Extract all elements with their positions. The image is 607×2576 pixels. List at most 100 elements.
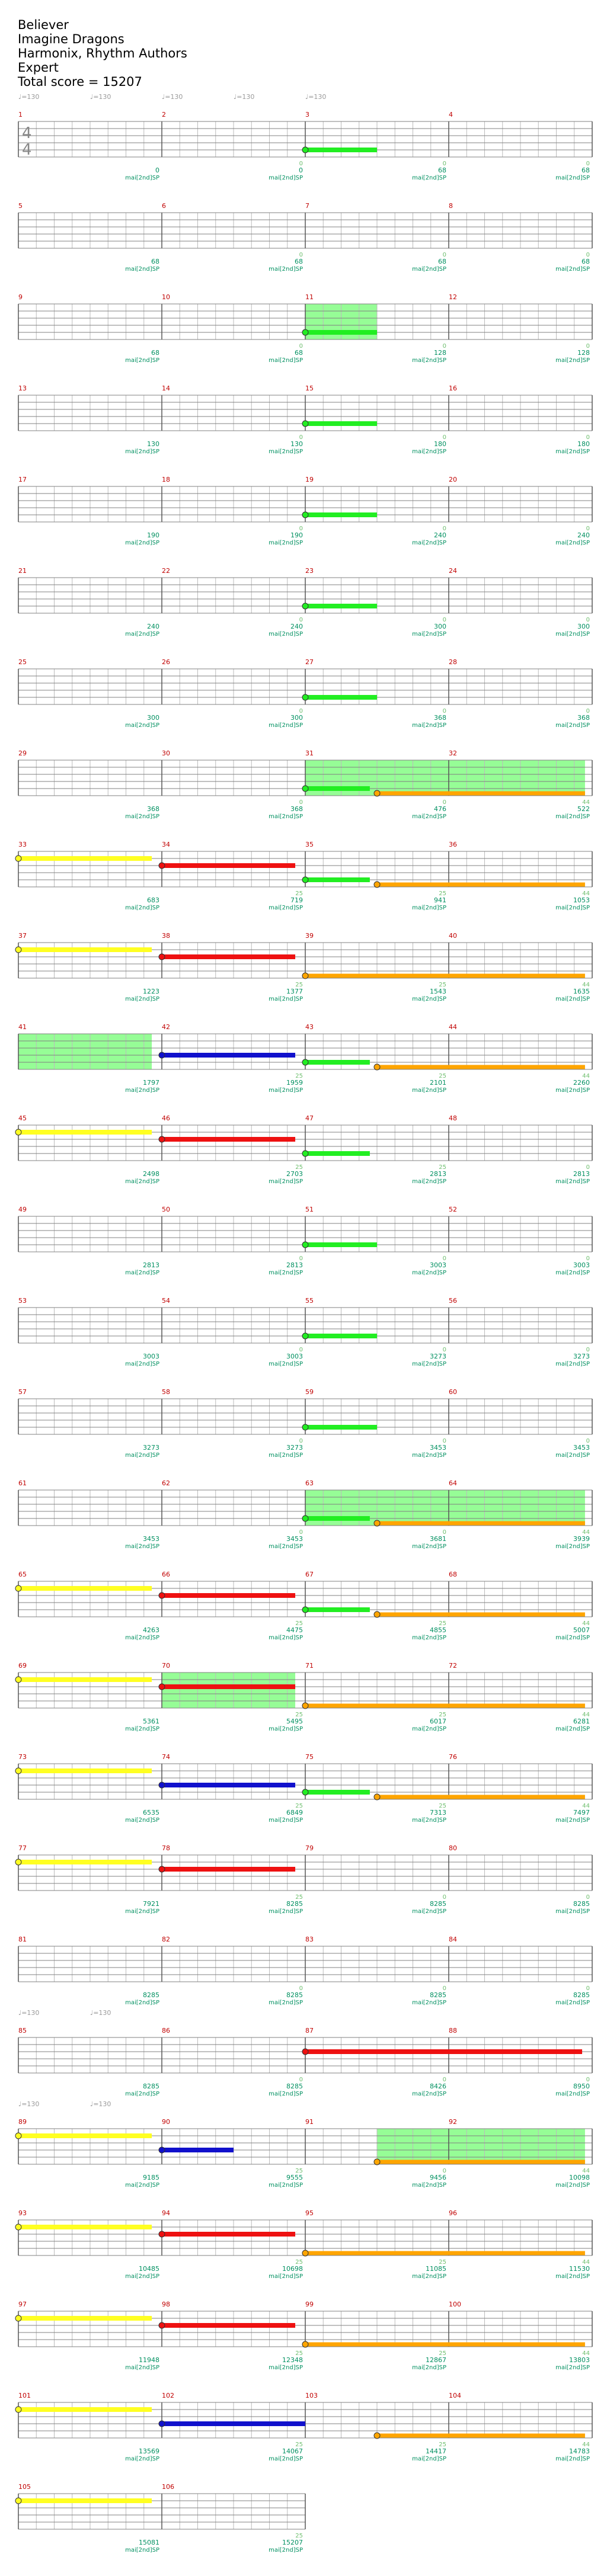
- measure-number: 50: [162, 1206, 170, 1213]
- sp-path-label: mai[2nd]SP: [269, 1726, 303, 1732]
- note-counter: 0: [443, 343, 446, 350]
- measure-score: 4263: [143, 1626, 159, 1634]
- note-head-red: [158, 953, 165, 960]
- measure-number: 106: [162, 2483, 174, 2491]
- sp-path-label: mai[2nd]SP: [412, 2364, 446, 2371]
- measure-score: 3273: [573, 1353, 590, 1360]
- note-head-green: [302, 1150, 309, 1157]
- sp-path-label: mai[2nd]SP: [555, 1543, 590, 1550]
- measure-number: 93: [18, 2209, 27, 2217]
- note-counter: 0: [443, 1438, 446, 1444]
- measure-number: 33: [18, 841, 27, 848]
- measure-score: 9555: [286, 2174, 303, 2181]
- sp-path-label: mai[2nd]SP: [269, 905, 303, 911]
- note-head-green: [302, 329, 309, 336]
- measure-number: 13: [18, 385, 27, 392]
- measure-number: 55: [305, 1297, 314, 1305]
- note-counter: 25: [295, 1894, 303, 1901]
- measure-score: 13803: [569, 2356, 590, 2364]
- sp-path-label: mai[2nd]SP: [555, 266, 590, 273]
- sp-path-label: mai[2nd]SP: [269, 2364, 303, 2371]
- measure-score: 1223: [143, 988, 159, 995]
- overdrive-start: [373, 881, 381, 888]
- sp-path-label: mai[2nd]SP: [269, 1178, 303, 1185]
- measure-score: 240: [577, 531, 590, 539]
- measure-number: 53: [18, 1297, 27, 1305]
- tempo-marker: ♩=130: [18, 2100, 39, 2108]
- note-counter: 0: [299, 434, 303, 441]
- measure-number: 24: [449, 567, 457, 575]
- sp-path-label: mai[2nd]SP: [412, 1635, 446, 1641]
- sp-path-label: mai[2nd]SP: [555, 2182, 590, 2189]
- measure-number: 104: [449, 2392, 461, 2399]
- sp-path-label: mai[2nd]SP: [412, 1452, 446, 1459]
- measure-score: 7497: [573, 1809, 590, 1816]
- sp-path-label: mai[2nd]SP: [555, 540, 590, 546]
- sp-path-label: mai[2nd]SP: [555, 1726, 590, 1732]
- note-counter: 25: [295, 1164, 303, 1171]
- sp-path-label: mai[2nd]SP: [269, 1543, 303, 1550]
- measure-score: 68: [582, 258, 590, 265]
- note-head-blue: [158, 2146, 165, 2154]
- measure-number: 41: [18, 1023, 27, 1031]
- sp-path-label: mai[2nd]SP: [555, 1178, 590, 1185]
- measure-score: 7921: [143, 1900, 159, 1908]
- sp-path-label: mai[2nd]SP: [125, 1908, 159, 1915]
- measure-score: 2813: [430, 1170, 446, 1178]
- measure-number: 100: [449, 2301, 461, 2308]
- note-head-red: [158, 2231, 165, 2238]
- measure-score: 68: [582, 166, 590, 174]
- note-counter: 0: [443, 1255, 446, 1262]
- measure-number: 30: [162, 749, 170, 757]
- difficulty-label: Expert: [18, 60, 59, 75]
- measure-number: 42: [162, 1023, 170, 1031]
- sp-path-label: mai[2nd]SP: [125, 813, 159, 820]
- note-counter: 44: [582, 2168, 590, 2174]
- note-counter: 0: [586, 161, 590, 167]
- measure-score: 3273: [286, 1444, 303, 1452]
- note-counter: 44: [582, 2259, 590, 2266]
- measure-score: 10698: [282, 2265, 303, 2273]
- measure-number: 83: [305, 1936, 314, 1943]
- note-head-green: [302, 1789, 309, 1796]
- note-counter: 0: [586, 1438, 590, 1444]
- sp-path-label: mai[2nd]SP: [125, 1087, 159, 1094]
- measure-score: 130: [290, 440, 303, 448]
- measure-number: 97: [18, 2301, 27, 2308]
- sp-path-label: mai[2nd]SP: [125, 2182, 159, 2189]
- measure-score: 1543: [430, 988, 446, 995]
- measure-number: 89: [18, 2118, 27, 2126]
- sp-path-label: mai[2nd]SP: [555, 2456, 590, 2462]
- sp-path-label: mai[2nd]SP: [555, 2273, 590, 2280]
- measure-number: 74: [162, 1753, 170, 1761]
- measure-number: 21: [18, 567, 27, 575]
- note-counter: 25: [439, 1073, 446, 1079]
- note-counter: 25: [439, 2442, 446, 2448]
- note-counter: 44: [582, 1712, 590, 1718]
- note-counter: 0: [586, 252, 590, 258]
- note-head-blue: [158, 2420, 165, 2427]
- note-counter: 0: [443, 2168, 446, 2174]
- measure-number: 75: [305, 1753, 314, 1761]
- time-signature-bottom: 4: [22, 141, 32, 159]
- note-counter: 0: [443, 1985, 446, 1992]
- measure-score: 2813: [573, 1170, 590, 1178]
- measure-score: 0: [299, 166, 303, 174]
- measure-number: 88: [449, 2027, 457, 2034]
- note-counter: 0: [299, 2077, 303, 2083]
- sp-path-label: mai[2nd]SP: [269, 1908, 303, 1915]
- measure-score: 1377: [286, 988, 303, 995]
- measure-number: 40: [449, 932, 457, 940]
- note-head-yellow: [15, 2497, 22, 2504]
- overdrive-start: [373, 1611, 381, 1618]
- sp-path-label: mai[2nd]SP: [125, 996, 159, 1002]
- note-head-red: [302, 2048, 309, 2055]
- measure-number: 91: [305, 2118, 314, 2126]
- measure-score: 522: [577, 805, 590, 813]
- measure-number: 95: [305, 2209, 314, 2217]
- measure-number: 61: [18, 1479, 27, 1487]
- note-head-yellow: [15, 1129, 22, 1136]
- sp-path-label: mai[2nd]SP: [555, 1361, 590, 1367]
- sp-path-label: mai[2nd]SP: [412, 266, 446, 273]
- sp-path-label: mai[2nd]SP: [125, 1361, 159, 1367]
